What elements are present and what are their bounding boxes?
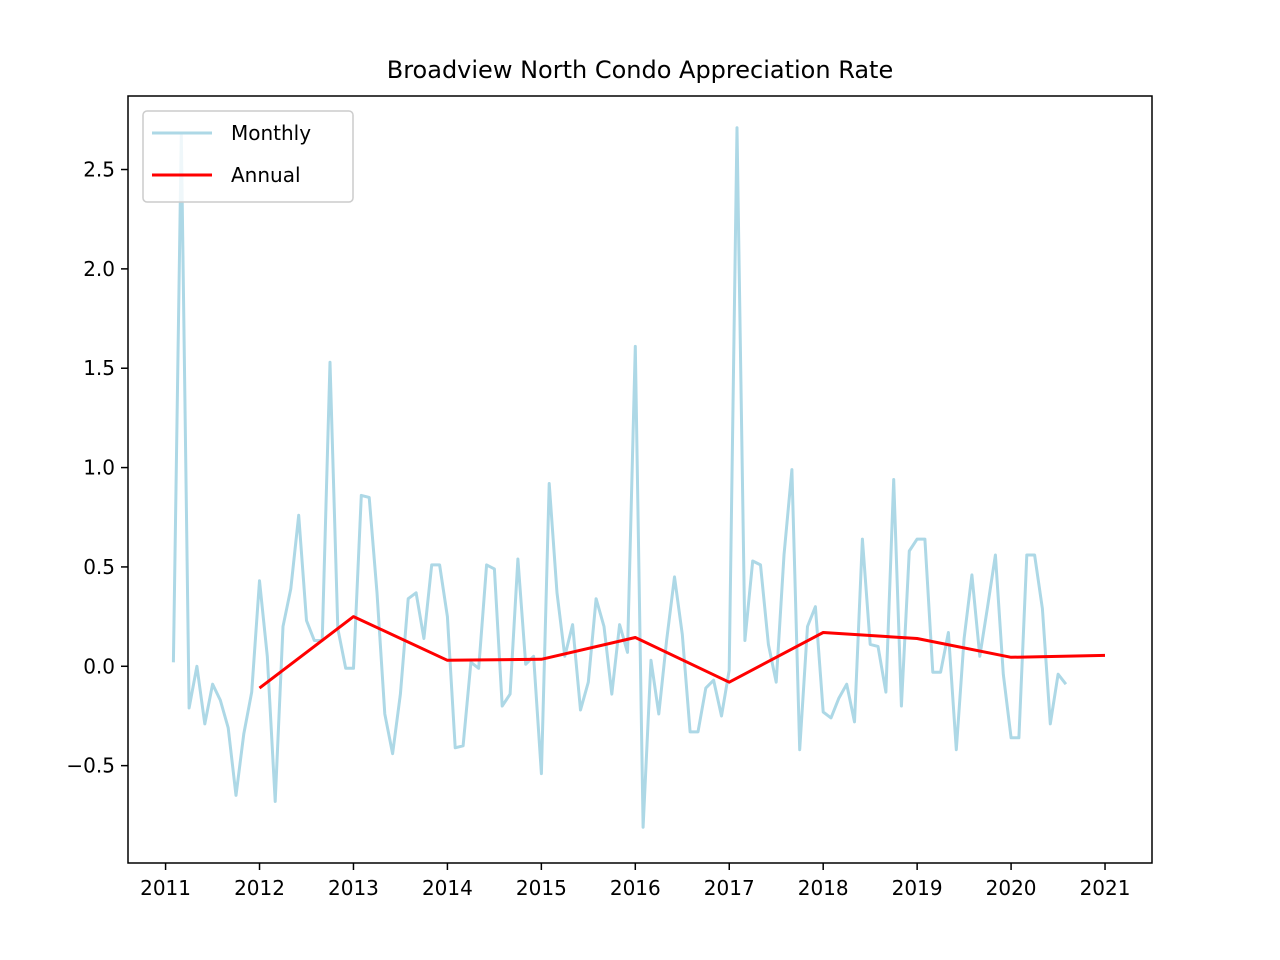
y-tick-label: 1.0 (83, 456, 115, 480)
x-tick-label: 2013 (328, 876, 379, 900)
x-tick-label: 2021 (1080, 876, 1131, 900)
x-tick-label: 2014 (422, 876, 473, 900)
legend-label-annual: Annual (231, 163, 301, 187)
x-tick-label: 2011 (140, 876, 191, 900)
y-tick-label: −0.5 (66, 754, 115, 778)
x-axis: 2011 2012 2013 2014 2015 2016 2017 2018 2019 2020… (140, 863, 1130, 900)
series-line-annual (258, 615, 1106, 690)
x-tick-label: 2016 (610, 876, 661, 900)
chart-title: Broadview North Condo Appreciation Rate (387, 56, 893, 84)
y-tick-label: 1.5 (83, 356, 115, 380)
series-layer (171, 126, 1106, 829)
y-tick-label: 0.5 (83, 555, 115, 579)
x-tick-label: 2015 (516, 876, 567, 900)
legend: Monthly Annual (142, 110, 354, 203)
x-tick-label: 2018 (798, 876, 849, 900)
x-tick-label: 2019 (892, 876, 943, 900)
x-tick-label: 2012 (234, 876, 285, 900)
y-tick-label: 2.5 (83, 158, 115, 182)
plot-frame (127, 95, 1153, 864)
legend-label-monthly: Monthly (231, 121, 311, 145)
x-tick-label: 2017 (704, 876, 755, 900)
x-tick-label: 2020 (986, 876, 1037, 900)
y-tick-label: 2.0 (83, 257, 115, 281)
y-axis: −0.5 0.0 0.5 1.0 1.5 2.0 2.5 (66, 158, 128, 778)
y-tick-label: 0.0 (83, 654, 115, 678)
